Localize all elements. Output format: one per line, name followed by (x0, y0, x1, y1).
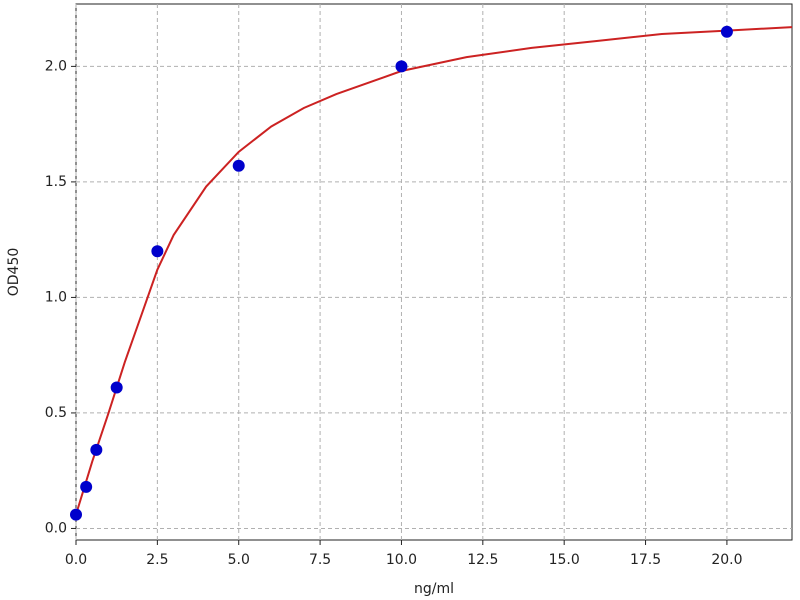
y-tick-label: 0.5 (45, 405, 67, 421)
x-tick-label: 5.0 (228, 552, 250, 568)
plot-frame (75, 3, 793, 541)
data-point (395, 60, 408, 73)
y-axis-label: OD450 (6, 248, 22, 297)
data-point (80, 480, 93, 493)
x-tick-label: 20.0 (711, 552, 742, 568)
data-point (151, 245, 164, 258)
x-tick-label: 0.0 (65, 552, 87, 568)
y-tick-label: 0.0 (45, 520, 67, 536)
fit-curve (75, 26, 793, 515)
data-point (110, 381, 123, 394)
x-tick-label: 7.5 (309, 552, 331, 568)
x-tick-label: 17.5 (630, 552, 661, 568)
y-tick-label: 1.0 (45, 289, 67, 305)
x-tick-label: 15.0 (549, 552, 580, 568)
x-axis-label: ng/ml (414, 581, 454, 597)
y-tick-label: 1.5 (45, 174, 67, 190)
x-tick-label: 10.0 (386, 552, 417, 568)
data-point (70, 508, 82, 521)
data-point (90, 443, 103, 456)
data-point (720, 25, 733, 38)
x-tick-label: 12.5 (467, 552, 498, 568)
data-point (232, 159, 245, 172)
x-tick-label: 2.5 (146, 552, 168, 568)
y-tick-label: 2.0 (45, 58, 67, 74)
